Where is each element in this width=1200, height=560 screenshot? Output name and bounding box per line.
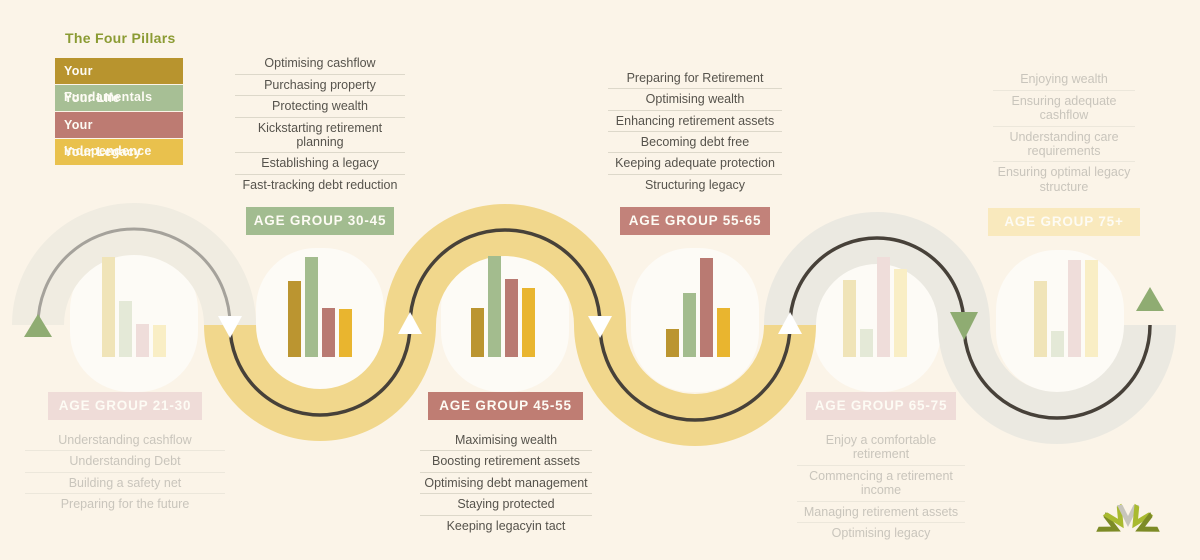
list-item: Preparing for the future — [60, 497, 190, 512]
bar-legacy — [1085, 260, 1098, 357]
bar-chart-30-45 — [288, 255, 352, 357]
list-item: Enjoy a comfortable retirement — [797, 430, 965, 466]
list-item: Ensuring optimal legacy structure — [997, 165, 1131, 194]
bar-independence — [136, 324, 149, 357]
age-group-pill-30-45: AGE GROUP 30-45 — [246, 207, 394, 235]
legend-item-independence: Your Independence — [55, 112, 183, 158]
bar-life — [119, 301, 132, 357]
list-item: Keeping adequate protection — [608, 153, 782, 175]
list-item: Staying protected — [420, 494, 592, 516]
page-title: The Four Pillars — [65, 30, 176, 46]
list-item: Building a safety net — [25, 473, 225, 495]
bar-life — [488, 256, 501, 357]
goal-list-65-75: Enjoy a comfortable retirement Commencin… — [797, 430, 965, 543]
bar-life — [1051, 331, 1064, 357]
junction-arrow-down-green-icon — [950, 312, 978, 340]
junction-arrow-down-icon — [588, 316, 612, 338]
age-group-pill-75plus: AGE GROUP 75+ — [988, 208, 1140, 236]
bar-chart-55-65 — [666, 255, 730, 357]
list-item: Keeping legacyin tact — [446, 518, 566, 533]
bar-chart-75plus — [1034, 255, 1098, 357]
list-item: Preparing for Retirement — [608, 68, 782, 90]
four-pillars-legend: Your Fundamentals Your LIfe Your Indepen… — [55, 58, 183, 166]
bar-fundamentals — [666, 329, 679, 357]
logo-chevron-icon — [1117, 505, 1139, 527]
list-item: Structuring legacy — [644, 177, 746, 192]
brand-logo — [1096, 503, 1160, 532]
bar-legacy — [717, 308, 730, 357]
legend-item-life: Your LIfe — [55, 85, 183, 111]
list-item: Optimising legacy — [831, 525, 931, 540]
bar-independence — [505, 279, 518, 357]
goal-list-45-55: Maximising wealth Boosting retirement as… — [420, 430, 592, 536]
bar-legacy — [153, 325, 166, 357]
logo-chevron-icon — [1135, 511, 1160, 532]
list-item: Understanding Debt — [25, 451, 225, 473]
bar-legacy — [339, 309, 352, 357]
list-item: Enhancing retirement assets — [608, 111, 782, 132]
list-item: Kickstarting retirement planning — [235, 118, 405, 154]
junction-arrow-down-icon — [218, 316, 242, 338]
bar-legacy — [894, 269, 907, 357]
bar-independence — [1068, 260, 1081, 357]
list-item: Optimising wealth — [608, 89, 782, 111]
bar-chart-21-30 — [102, 255, 166, 357]
end-arrow-up-icon — [1136, 287, 1164, 311]
goal-list-21-30: Understanding cashflow Understanding Deb… — [25, 430, 225, 515]
list-item: Ensuring adequate cashflow — [993, 91, 1135, 127]
legend-item-fundamentals: Your Fundamentals — [55, 58, 183, 104]
age-group-pill-55-65: AGE GROUP 55-65 — [620, 207, 770, 235]
bar-independence — [700, 258, 713, 357]
list-item: Understanding cashflow — [25, 430, 225, 452]
age-group-pill-45-55: AGE GROUP 45-55 — [428, 392, 583, 420]
timeline-line — [228, 228, 1152, 422]
list-item: Maximising wealth — [420, 430, 592, 452]
junction-arrow-up-icon — [398, 312, 422, 334]
list-item: Understanding care requirements — [993, 127, 1135, 163]
bar-fundamentals — [1034, 281, 1047, 357]
goal-list-75plus: Enjoying wealth Ensuring adequate cashfl… — [993, 69, 1135, 197]
logo-chevron-icon — [1132, 503, 1154, 529]
legend-item-legacy: Your Legacy — [55, 139, 183, 165]
age-group-pill-21-30: AGE GROUP 21-30 — [48, 392, 202, 420]
bar-life — [860, 329, 873, 357]
bar-fundamentals — [843, 280, 856, 357]
logo-chevron-icon — [1102, 503, 1124, 529]
list-item: Becoming debt free — [608, 132, 782, 154]
timeline-line-start — [36, 227, 232, 326]
list-item: Establishing a legacy — [235, 153, 405, 175]
goal-list-30-45: Optimising cashflow Purchasing property … — [235, 53, 405, 195]
logo-chevron-icon — [1096, 511, 1121, 532]
list-item: Protecting wealth — [235, 96, 405, 118]
bar-fundamentals — [288, 281, 301, 357]
list-item: Commencing a retirement income — [797, 466, 965, 502]
bar-independence — [322, 308, 335, 357]
bar-fundamentals — [471, 308, 484, 357]
list-item: Optimising cashflow — [235, 53, 405, 75]
list-item: Boosting retirement assets — [420, 451, 592, 473]
bar-chart-65-75 — [843, 255, 907, 357]
list-item: Optimising debt management — [420, 473, 592, 495]
bar-legacy — [522, 288, 535, 357]
junction-arrow-up-icon — [778, 312, 802, 334]
bar-life — [305, 257, 318, 357]
list-item: Fast-tracking debt reduction — [242, 177, 398, 192]
bar-chart-45-55 — [471, 255, 535, 357]
list-item: Enjoying wealth — [993, 69, 1135, 91]
list-item: Managing retirement assets — [797, 502, 965, 523]
bar-independence — [877, 257, 890, 357]
start-arrow-up-icon — [24, 314, 52, 337]
age-group-pill-65-75: AGE GROUP 65-75 — [806, 392, 956, 420]
bar-fundamentals — [102, 257, 115, 357]
goal-list-55-65: Preparing for Retirement Optimising weal… — [608, 68, 782, 195]
bar-life — [683, 293, 696, 357]
list-item: Purchasing property — [235, 75, 405, 97]
